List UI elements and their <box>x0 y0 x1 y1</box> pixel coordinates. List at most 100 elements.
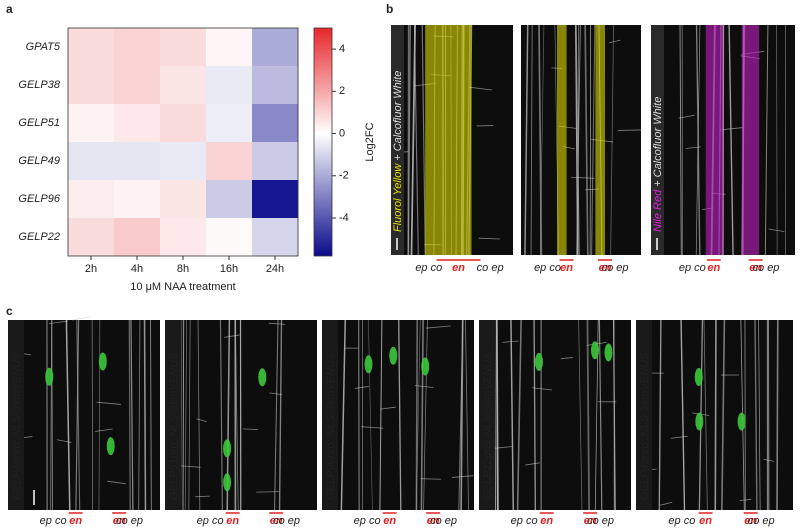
cell-wall <box>65 319 71 511</box>
cell-wall <box>728 24 734 256</box>
stain-name: Nile Red <box>652 189 664 232</box>
cell-wall <box>421 24 426 256</box>
stained-band <box>595 25 605 255</box>
endodermis-label: en <box>427 515 440 527</box>
stained-band <box>705 25 723 255</box>
endodermis-label: en <box>749 262 762 274</box>
layer-label: ep <box>445 515 457 527</box>
nucleus <box>737 412 746 431</box>
micrograph <box>8 320 160 510</box>
label-strip <box>8 320 24 510</box>
cell-wall <box>414 385 434 388</box>
stain-separator: + <box>392 154 404 161</box>
endodermis-label: en <box>699 515 712 527</box>
reporter-label: GELP38pro::NLS-3xmVENUS <box>11 352 23 500</box>
cell-wall <box>739 499 752 501</box>
cell-wall <box>188 319 191 511</box>
cell-wall <box>48 320 69 325</box>
cell-wall <box>776 24 778 256</box>
endodermis-label: en <box>560 262 573 274</box>
cell-wall <box>478 237 500 240</box>
cell-wall <box>758 319 761 511</box>
cell-wall <box>138 319 141 511</box>
endodermis-label: en <box>584 515 597 527</box>
cell-wall <box>763 459 775 462</box>
heatmap-cell <box>68 218 115 257</box>
endodermis-label: en <box>383 515 396 527</box>
heatmap-cell <box>68 28 115 67</box>
cell-wall <box>560 357 573 360</box>
reporter-label: GELP96pro::NLS-3xmVENUS <box>325 352 337 500</box>
label-strip <box>636 320 652 510</box>
heatmap-cell <box>114 66 161 105</box>
cell-wall <box>680 319 686 511</box>
cell-wall <box>420 478 441 480</box>
heatmap-cell <box>160 218 207 257</box>
cell-wall <box>776 319 779 511</box>
cell-wall <box>754 319 758 511</box>
reporter-label: GELP49pro::NLS-3xmVENUS <box>639 352 651 500</box>
stain-separator: + <box>652 180 664 187</box>
layer-label: co <box>549 262 561 274</box>
cell-wall <box>768 228 785 233</box>
heatmap-cell <box>68 180 115 219</box>
row-label: GELP22 <box>18 231 60 243</box>
cell-wall <box>415 319 419 511</box>
nucleus <box>223 439 232 458</box>
cell-wall <box>577 24 579 256</box>
cell-wall <box>51 319 53 511</box>
stained-band <box>557 25 567 255</box>
layer-label: ep <box>762 515 774 527</box>
cell-wall <box>379 319 383 511</box>
nucleus <box>694 367 703 386</box>
cell-wall <box>768 319 770 511</box>
nucleus <box>106 437 115 456</box>
colorbar-label: Log2FC <box>364 122 376 161</box>
cell-wall <box>575 24 580 256</box>
endodermis-label: en <box>113 515 126 527</box>
cell-wall <box>695 24 701 256</box>
heatmap-cell <box>160 104 207 143</box>
label-strip <box>391 25 404 255</box>
x-tick-label: 24h <box>266 263 284 275</box>
heatmap-cell <box>252 218 299 257</box>
heatmap-cell <box>252 66 299 105</box>
cell-wall <box>98 319 101 511</box>
nucleus <box>695 412 704 431</box>
panel-label: c <box>6 304 13 318</box>
cell-wall <box>269 392 282 396</box>
endodermis-label: en <box>69 515 82 527</box>
cell-wall <box>278 319 283 511</box>
cell-wall <box>128 319 131 511</box>
nucleus <box>421 357 430 376</box>
layer-label: ep <box>616 262 628 274</box>
cell-wall <box>368 319 373 511</box>
layer-label: ep <box>491 262 503 274</box>
layer-label: ep <box>534 262 546 274</box>
cell-wall <box>256 491 280 493</box>
cell-wall <box>584 24 589 256</box>
heatmap-cell <box>206 28 253 67</box>
cell-wall <box>495 319 499 511</box>
nucleus <box>364 355 373 374</box>
colorbar <box>313 27 333 257</box>
layer-label: ep <box>131 515 143 527</box>
cell-wall <box>464 319 469 511</box>
cell-wall <box>242 428 259 431</box>
cell-wall <box>678 114 695 119</box>
stain-name: Fluorol Yellow <box>392 163 404 232</box>
cell-wall <box>617 129 642 131</box>
cell-wall <box>524 24 529 256</box>
heatmap-cell <box>252 28 299 67</box>
heatmap-cell <box>114 28 161 67</box>
heatmap-cell <box>160 142 207 181</box>
endodermis-label: en <box>270 515 283 527</box>
stain-label: Fluorol Yellow + Calcofluor White <box>392 71 404 232</box>
layer-label: ep <box>668 515 680 527</box>
cell-wall <box>360 426 384 429</box>
cell-wall <box>533 319 536 511</box>
cell-wall <box>575 24 578 256</box>
layer-label: co <box>602 262 614 274</box>
cell-wall <box>510 319 514 511</box>
